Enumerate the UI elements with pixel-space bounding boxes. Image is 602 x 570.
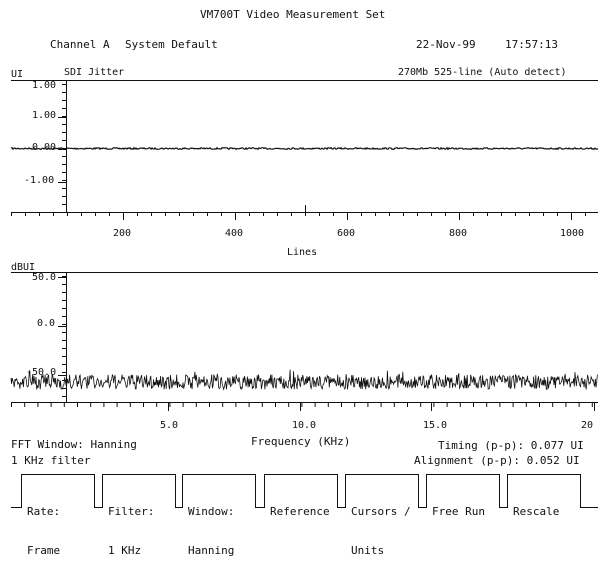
bottom-y-tick: -50.0	[26, 367, 57, 378]
jitter-trace	[10, 146, 599, 151]
channel-label: Channel A	[50, 38, 110, 51]
softkey-label: Rate:	[27, 505, 61, 518]
softkey-label: Filter:	[108, 505, 155, 518]
top-x-tick: 200	[113, 228, 132, 239]
time-label: 17:57:13	[505, 38, 558, 51]
bottom-x-tick: 20	[581, 420, 594, 431]
top-x-tick: 800	[449, 228, 468, 239]
fft-window-status: FFT Window: Hanning	[11, 438, 137, 451]
top-y-ticks	[58, 84, 66, 205]
top-plot-unit: UI	[11, 69, 24, 80]
softkey-value: Hanning	[188, 544, 235, 557]
app-title: VM700T Video Measurement Set	[200, 8, 386, 21]
bottom-y-tick: 0.0	[37, 318, 56, 329]
cursors-units-softkey[interactable]: Cursors / Units	[345, 474, 419, 557]
rescale-softkey[interactable]: Rescale	[507, 474, 581, 518]
fft-spectrum-trace	[10, 369, 598, 391]
filter-softkey[interactable]: Filter: 1 KHz	[102, 474, 176, 557]
top-plot-format: 270Mb 525-line (Auto detect)	[398, 67, 567, 78]
top-y-tick: 0.00	[32, 142, 57, 153]
system-label: System Default	[125, 38, 218, 51]
top-y-tick: 1.00	[32, 80, 57, 91]
top-x-ticks	[11, 212, 586, 220]
timing-readout: Timing (p-p): 0.077 UI	[438, 439, 584, 452]
free-run-softkey[interactable]: Free Run	[426, 474, 500, 518]
top-x-tick: 400	[225, 228, 244, 239]
softkey-label: Free Run	[432, 505, 485, 518]
softkey-label: Rescale	[513, 505, 560, 518]
top-x-tick: 1000	[560, 228, 585, 239]
top-plot-name: SDI Jitter	[64, 67, 125, 78]
top-x-tick: 600	[337, 228, 356, 239]
softkey-label: Reference	[270, 505, 330, 518]
bottom-x-tick: 10.0	[292, 420, 317, 431]
window-softkey[interactable]: Window: Hanning	[182, 474, 256, 557]
top-y-tick: -1.00	[24, 175, 55, 186]
top-y-tick: 1.00	[32, 110, 57, 121]
bottom-plot-unit: dBUI	[11, 262, 36, 273]
softkey-value: Units	[351, 544, 385, 557]
softkey-label: Window:	[188, 505, 235, 518]
softkey-label: Cursors /	[351, 505, 411, 518]
top-x-axis-label: Lines	[287, 247, 318, 258]
plot-graphics	[10, 80, 599, 508]
date-label: 22-Nov-99	[416, 38, 476, 51]
filter-status: 1 KHz filter	[11, 454, 91, 467]
softkey-value: 1 KHz	[108, 544, 142, 557]
bottom-y-tick: 50.0	[32, 272, 57, 283]
softkey-value: Frame	[27, 544, 61, 557]
reference-softkey[interactable]: Reference	[264, 474, 338, 518]
rate-softkey[interactable]: Rate: Frame	[21, 474, 95, 557]
bottom-x-ticks	[11, 402, 595, 411]
bottom-x-axis-label: Frequency (KHz)	[251, 435, 351, 448]
bottom-x-tick: 15.0	[423, 420, 448, 431]
bottom-x-tick: 5.0	[160, 420, 179, 431]
alignment-readout: Alignment (p-p): 0.052 UI	[414, 454, 580, 467]
